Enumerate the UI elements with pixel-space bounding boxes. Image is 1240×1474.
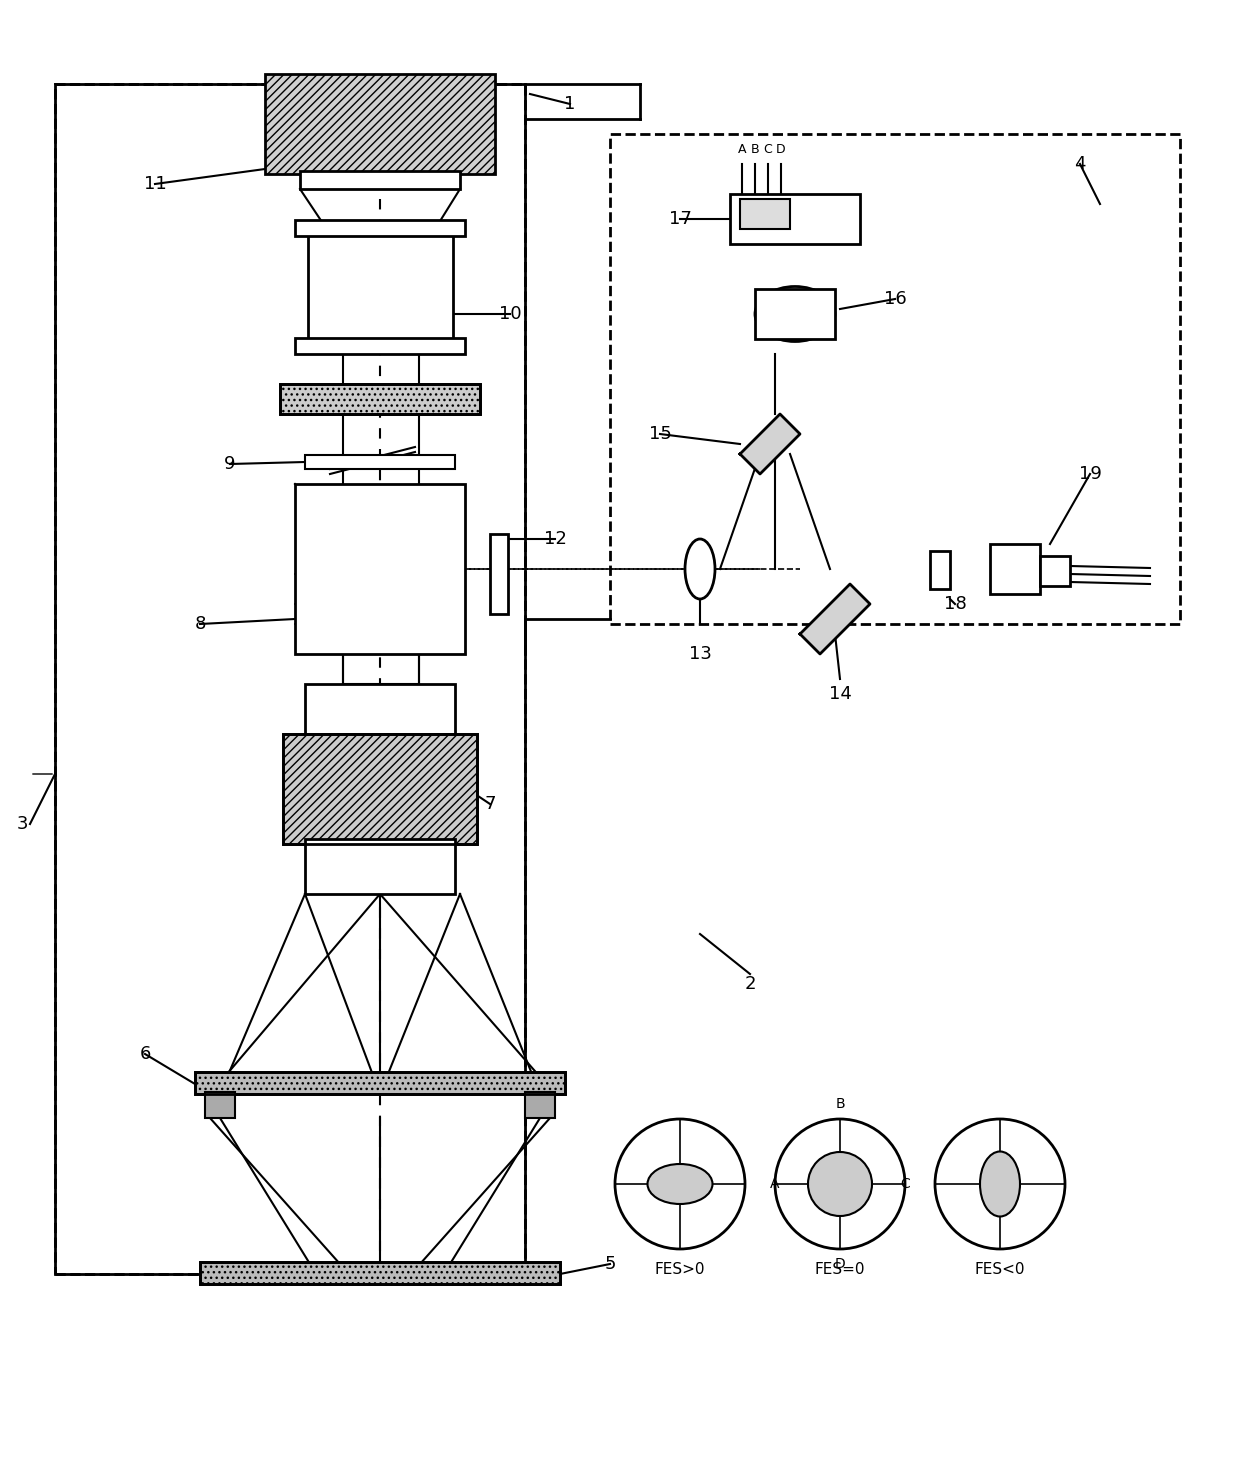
- Bar: [283, 734, 477, 845]
- Text: 3: 3: [16, 815, 27, 833]
- Text: 19: 19: [1079, 464, 1101, 483]
- Bar: [295, 220, 465, 236]
- Text: 10: 10: [498, 305, 521, 323]
- Bar: [295, 338, 465, 354]
- Bar: [930, 551, 950, 590]
- Text: FES<0: FES<0: [975, 1262, 1025, 1276]
- Bar: [305, 455, 455, 469]
- Bar: [730, 195, 861, 245]
- Text: A: A: [770, 1178, 780, 1191]
- Text: 5: 5: [604, 1254, 616, 1274]
- Bar: [265, 74, 495, 174]
- Text: 4: 4: [1074, 155, 1086, 172]
- Bar: [205, 1092, 236, 1117]
- Text: C: C: [764, 143, 773, 156]
- Bar: [55, 84, 525, 1274]
- Text: D: D: [776, 143, 786, 156]
- Text: 11: 11: [144, 175, 166, 193]
- Bar: [610, 134, 1180, 624]
- Ellipse shape: [684, 539, 715, 598]
- Bar: [305, 684, 455, 734]
- Text: FES>0: FES>0: [655, 1262, 706, 1276]
- Text: 12: 12: [543, 531, 567, 548]
- Text: FES=0: FES=0: [815, 1262, 866, 1276]
- Bar: [305, 839, 455, 895]
- Bar: [55, 84, 525, 1274]
- Text: 8: 8: [195, 615, 206, 632]
- Bar: [1040, 556, 1070, 587]
- Text: 6: 6: [139, 1045, 151, 1063]
- Bar: [755, 289, 835, 339]
- Text: 13: 13: [688, 646, 712, 663]
- Text: A: A: [738, 143, 746, 156]
- Ellipse shape: [980, 1151, 1021, 1216]
- Bar: [308, 234, 453, 349]
- Text: 17: 17: [668, 209, 692, 228]
- Ellipse shape: [647, 1164, 713, 1204]
- Text: 9: 9: [224, 455, 236, 473]
- Circle shape: [808, 1153, 872, 1216]
- Text: 16: 16: [884, 290, 906, 308]
- Polygon shape: [800, 584, 870, 654]
- Bar: [200, 1262, 560, 1284]
- Text: 2: 2: [744, 974, 755, 993]
- Bar: [525, 1092, 556, 1117]
- Text: 7: 7: [485, 794, 496, 814]
- Text: 1: 1: [564, 94, 575, 113]
- Bar: [280, 385, 480, 414]
- Text: 18: 18: [944, 595, 966, 613]
- Text: B: B: [750, 143, 759, 156]
- Text: B: B: [836, 1097, 844, 1111]
- Bar: [200, 1262, 560, 1284]
- Text: 14: 14: [828, 685, 852, 703]
- Text: C: C: [900, 1178, 910, 1191]
- Bar: [283, 734, 477, 845]
- Bar: [295, 483, 465, 654]
- Bar: [740, 199, 790, 228]
- Bar: [300, 171, 460, 189]
- Polygon shape: [740, 414, 800, 475]
- Bar: [490, 534, 508, 615]
- Bar: [195, 1072, 565, 1094]
- Text: D: D: [835, 1257, 846, 1271]
- Bar: [280, 385, 480, 414]
- Text: 15: 15: [649, 425, 671, 444]
- Bar: [990, 544, 1040, 594]
- Bar: [195, 1072, 565, 1094]
